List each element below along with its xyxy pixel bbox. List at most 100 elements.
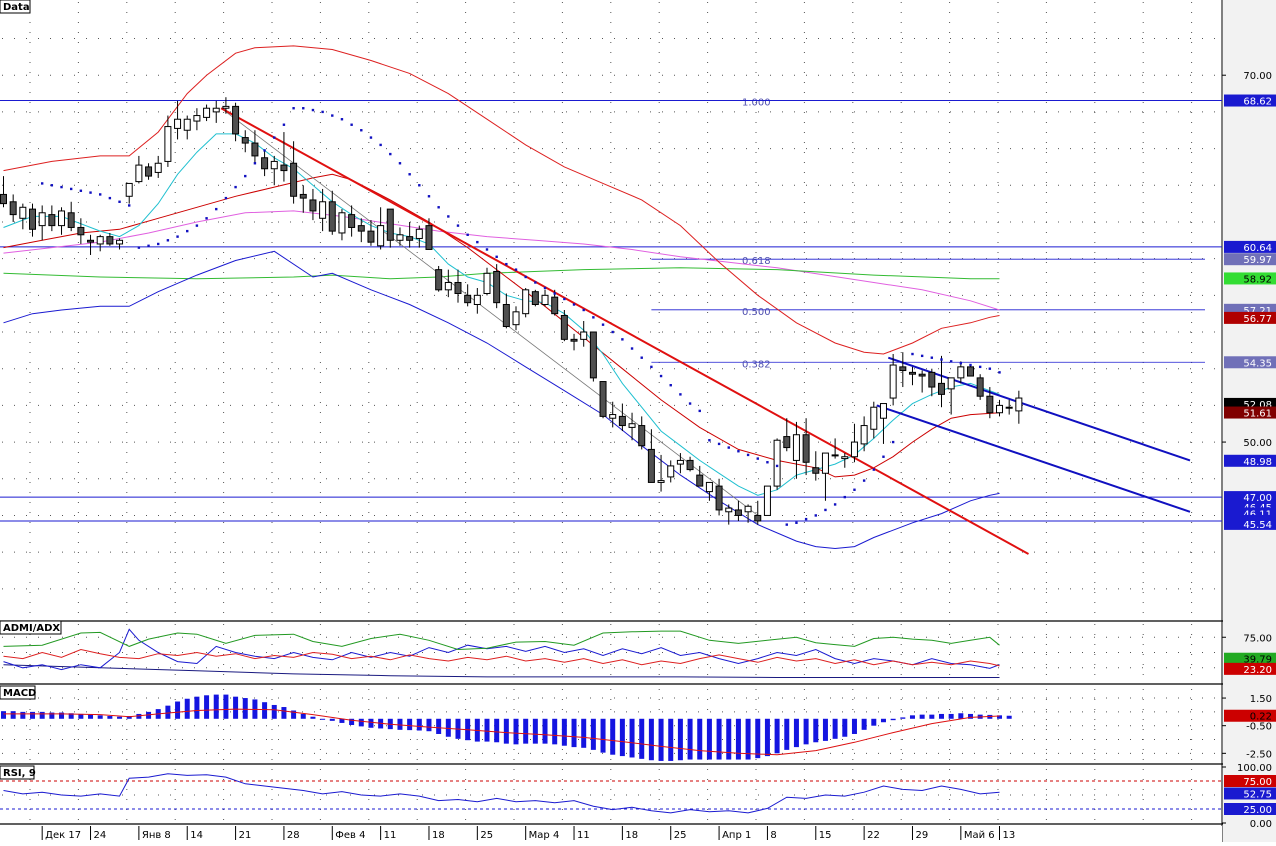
candle-body	[67, 212, 75, 228]
macd-tick-label: 1.50	[1250, 694, 1272, 705]
candle-body	[38, 212, 46, 227]
sar-dot	[350, 123, 353, 126]
macd-histogram-bar	[880, 718, 886, 723]
sar-dot	[137, 246, 141, 249]
macd-histogram-bar	[803, 718, 809, 745]
candle-body	[1015, 397, 1023, 412]
sar-dot	[118, 200, 121, 203]
ma-pink-line	[3, 210, 1000, 311]
candle-body	[183, 118, 191, 131]
macd-histogram-bar	[900, 717, 906, 719]
candle-body	[899, 366, 907, 372]
sar-dot	[215, 207, 218, 211]
date-tick-label: 8	[770, 830, 776, 841]
dmi-plus-line	[3, 630, 1000, 651]
sar-dot	[244, 174, 247, 178]
macd-histogram-bar	[861, 718, 867, 730]
macd-histogram-bar	[871, 718, 877, 726]
macd-histogram-bar	[88, 714, 94, 719]
candle-body	[290, 162, 298, 197]
macd-histogram-bar	[194, 696, 200, 719]
candle-body	[193, 115, 201, 122]
date-axis-background	[0, 826, 1222, 842]
macd-histogram-bar	[175, 701, 181, 719]
candle-body	[696, 474, 704, 487]
sar-dot	[582, 308, 585, 312]
adx-panel	[3, 628, 1000, 678]
price-value-badge-label: 45.54	[1243, 520, 1272, 531]
fib-level-label: 1.000	[742, 98, 771, 109]
sar-dot	[853, 488, 856, 491]
macd-value-badge-label: 0.22	[1250, 712, 1272, 723]
candle-body	[783, 436, 791, 449]
sar-dot	[998, 371, 1001, 374]
candle-body	[444, 281, 452, 291]
candle-body	[705, 481, 713, 493]
macd-histogram-bar	[590, 718, 596, 750]
price-value-badge	[1224, 311, 1276, 324]
candle-body	[58, 210, 66, 227]
sar-dot	[630, 347, 634, 350]
price-value-badge	[1224, 517, 1276, 530]
macd-histogram-bar	[242, 698, 248, 719]
price-value-badge-label: 46.11	[1243, 509, 1272, 520]
sar-dot	[795, 521, 798, 524]
macd-histogram-bar	[223, 694, 229, 719]
macd-histogram-bar	[407, 718, 413, 731]
sar-dot	[437, 206, 440, 209]
sar-dot	[476, 240, 479, 244]
candle-body	[299, 193, 307, 199]
macd-histogram-bar	[909, 715, 915, 719]
sar-dot	[833, 503, 837, 506]
adx-value-badge	[1224, 652, 1276, 665]
macd-histogram-bar	[136, 713, 142, 719]
candle-body	[270, 160, 278, 170]
adx-line	[3, 664, 1000, 678]
price-value-badge-label: 48.98	[1243, 457, 1272, 468]
sar-dot	[418, 184, 421, 187]
macd-histogram-bar	[484, 718, 490, 742]
macd-histogram-bar	[764, 718, 770, 757]
sar-dot	[379, 143, 382, 147]
sar-dot	[959, 361, 963, 365]
macd-histogram-bar	[851, 718, 857, 734]
macd-histogram-bar	[532, 718, 538, 744]
price-tick-label: 50.00	[1243, 438, 1272, 449]
macd-histogram-bar	[677, 718, 683, 761]
macd-histogram-bar	[117, 716, 123, 719]
candle-body	[609, 414, 617, 419]
macd-histogram-bar	[619, 718, 625, 757]
rsi-value-badge	[1224, 787, 1276, 800]
adx-value-badge	[1224, 662, 1276, 675]
sar-dot	[408, 173, 411, 176]
candle-body	[870, 406, 878, 430]
sar-dot	[775, 464, 779, 468]
sar-dot	[176, 235, 179, 238]
macd-histogram-bar	[320, 718, 326, 720]
macd-histogram-bar	[97, 715, 103, 719]
candle-body	[77, 226, 85, 236]
sar-dot	[708, 439, 711, 442]
candle-body	[512, 311, 520, 326]
sar-dot	[592, 316, 595, 319]
fib-level-label: 0.382	[742, 359, 771, 370]
macd-histogram-bar	[39, 711, 45, 719]
rsi-tick-label: 100.00	[1237, 763, 1272, 774]
candle-body	[589, 331, 597, 379]
candle-body	[618, 415, 626, 427]
macd-histogram-bar	[784, 718, 790, 750]
candle-body	[647, 448, 655, 483]
candle-body	[174, 118, 182, 129]
candle-body	[145, 166, 153, 177]
sar-dot	[253, 162, 257, 165]
sar-dot	[669, 384, 672, 387]
candle-body	[386, 208, 394, 241]
candle-body	[996, 404, 1004, 414]
candle-body	[522, 289, 530, 315]
macd-histogram-bar	[561, 718, 567, 746]
candle-body	[531, 291, 539, 305]
candle-body	[734, 509, 742, 516]
candle-body	[502, 303, 510, 328]
candle-body	[357, 225, 365, 232]
